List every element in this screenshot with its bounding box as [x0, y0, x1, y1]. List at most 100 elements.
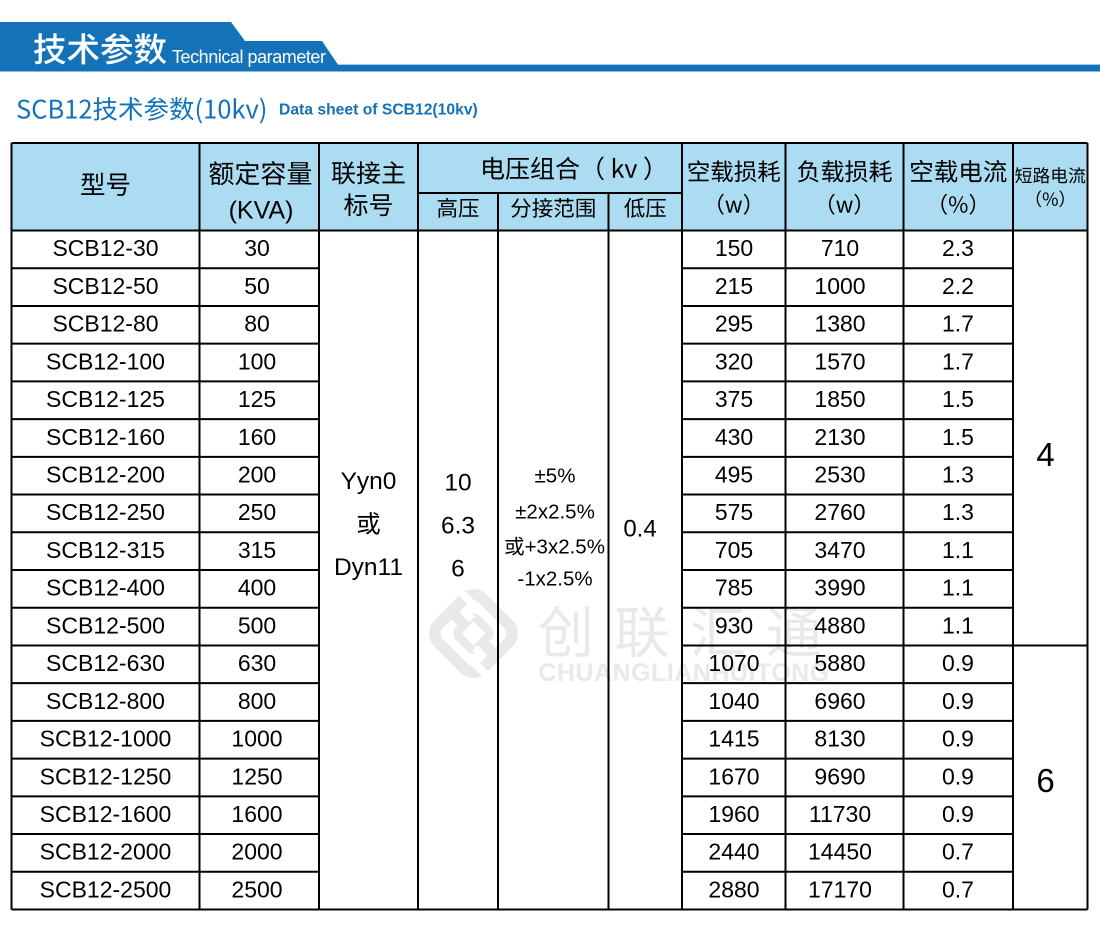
svg-text:SCB12-125: SCB12-125 [46, 386, 165, 412]
svg-text:SCB12-2500: SCB12-2500 [40, 876, 172, 902]
svg-text:1.1: 1.1 [942, 612, 974, 638]
svg-text:50: 50 [244, 273, 270, 299]
svg-text:SCB12-1600: SCB12-1600 [40, 801, 172, 827]
svg-text:11730: 11730 [809, 801, 871, 827]
svg-text:1.1: 1.1 [942, 575, 974, 601]
svg-text:1.3: 1.3 [942, 499, 974, 525]
svg-text:1040: 1040 [708, 688, 759, 714]
svg-text:10: 10 [444, 470, 471, 497]
svg-text:SCB12-1250: SCB12-1250 [40, 763, 172, 789]
svg-text:SCB12-160: SCB12-160 [46, 424, 165, 450]
svg-text:SCB12-630: SCB12-630 [46, 650, 165, 676]
svg-text:3990: 3990 [814, 575, 865, 601]
svg-text:2530: 2530 [814, 462, 865, 488]
svg-text:SCB12-2000: SCB12-2000 [40, 839, 172, 865]
svg-text:1380: 1380 [814, 311, 865, 337]
svg-text:1.1: 1.1 [942, 537, 974, 563]
svg-text:0.7: 0.7 [942, 839, 974, 865]
svg-text:785: 785 [715, 575, 753, 601]
svg-text:200: 200 [238, 462, 276, 488]
svg-text:1.3: 1.3 [942, 462, 974, 488]
svg-text:250: 250 [238, 499, 276, 525]
svg-text:Dyn11: Dyn11 [334, 554, 403, 581]
svg-text:9690: 9690 [814, 763, 865, 789]
svg-text:320: 320 [715, 348, 753, 374]
svg-text:5880: 5880 [814, 650, 865, 676]
svg-text:400: 400 [238, 575, 276, 601]
svg-text:2760: 2760 [814, 499, 865, 525]
svg-text:1.7: 1.7 [942, 311, 974, 337]
svg-text:315: 315 [238, 537, 276, 563]
svg-text:2880: 2880 [708, 876, 759, 902]
svg-text:Yyn0: Yyn0 [341, 468, 397, 495]
svg-text:125: 125 [238, 386, 276, 412]
svg-text:17170: 17170 [808, 876, 872, 902]
svg-text:375: 375 [715, 386, 753, 412]
svg-text:1960: 1960 [708, 801, 759, 827]
svg-text:1000: 1000 [814, 273, 865, 299]
svg-text:6: 6 [1036, 762, 1054, 799]
svg-text:SCB12-1000: SCB12-1000 [40, 726, 172, 752]
svg-text:14450: 14450 [808, 839, 872, 865]
svg-text:SCB12-200: SCB12-200 [46, 462, 165, 488]
svg-text:(KVA): (KVA) [229, 197, 294, 225]
svg-text:2.2: 2.2 [942, 273, 974, 299]
svg-text:0.9: 0.9 [942, 650, 974, 676]
svg-text:495: 495 [715, 462, 753, 488]
svg-text:1415: 1415 [708, 726, 759, 752]
svg-text:Data sheet of SCB12(10kv): Data sheet of SCB12(10kv) [279, 102, 478, 119]
svg-text:1.5: 1.5 [942, 424, 974, 450]
svg-text:710: 710 [821, 235, 859, 261]
svg-text:SCB12-100: SCB12-100 [46, 348, 165, 374]
svg-text:8130: 8130 [814, 726, 865, 752]
svg-text:6: 6 [451, 556, 465, 583]
svg-text:800: 800 [238, 688, 276, 714]
svg-text:215: 215 [715, 273, 753, 299]
svg-text:Technical parameter: Technical parameter [172, 47, 326, 67]
svg-text:+3x2.5%: +3x2.5% [525, 536, 605, 559]
svg-text:1000: 1000 [231, 726, 282, 752]
svg-text:2.3: 2.3 [942, 235, 974, 261]
svg-text:1250: 1250 [231, 763, 282, 789]
svg-text:0.7: 0.7 [942, 876, 974, 902]
svg-text:630: 630 [238, 650, 276, 676]
svg-text:0.4: 0.4 [623, 516, 656, 543]
svg-text:1850: 1850 [814, 386, 865, 412]
svg-text:30: 30 [244, 235, 270, 261]
svg-text:2440: 2440 [708, 839, 759, 865]
svg-text:0.9: 0.9 [942, 726, 974, 752]
svg-text:SCB12-50: SCB12-50 [52, 273, 158, 299]
svg-text:2130: 2130 [814, 424, 865, 450]
svg-text:150: 150 [715, 235, 753, 261]
svg-text:295: 295 [715, 311, 753, 337]
svg-text:100: 100 [238, 348, 276, 374]
svg-text:80: 80 [244, 311, 270, 337]
svg-text:1.5: 1.5 [942, 386, 974, 412]
svg-text:1570: 1570 [814, 348, 865, 374]
svg-text:0.9: 0.9 [942, 801, 974, 827]
svg-text:SCB12-250: SCB12-250 [46, 499, 165, 525]
svg-text:575: 575 [715, 499, 753, 525]
svg-text:SCB12-30: SCB12-30 [52, 235, 158, 261]
svg-text:0.9: 0.9 [942, 688, 974, 714]
svg-text:500: 500 [238, 612, 276, 638]
svg-text:SCB12-80: SCB12-80 [52, 311, 158, 337]
svg-text:2500: 2500 [231, 876, 282, 902]
svg-text:930: 930 [715, 612, 753, 638]
svg-text:-1x2.5%: -1x2.5% [517, 567, 592, 590]
svg-text:705: 705 [715, 537, 753, 563]
svg-text:3470: 3470 [814, 537, 865, 563]
svg-text:430: 430 [715, 424, 753, 450]
svg-text:4: 4 [1036, 436, 1054, 473]
svg-text:SCB12-315: SCB12-315 [46, 537, 165, 563]
svg-text:1670: 1670 [708, 763, 759, 789]
svg-text:160: 160 [238, 424, 276, 450]
svg-text:±2x2.5%: ±2x2.5% [515, 500, 595, 523]
svg-text:SCB12-800: SCB12-800 [46, 688, 165, 714]
svg-text:1.7: 1.7 [942, 348, 974, 374]
svg-text:1070: 1070 [708, 650, 759, 676]
svg-text:0.9: 0.9 [942, 763, 974, 789]
svg-text:6.3: 6.3 [441, 513, 475, 540]
svg-text:SCB12-400: SCB12-400 [46, 575, 165, 601]
svg-text:±5%: ±5% [535, 464, 576, 487]
